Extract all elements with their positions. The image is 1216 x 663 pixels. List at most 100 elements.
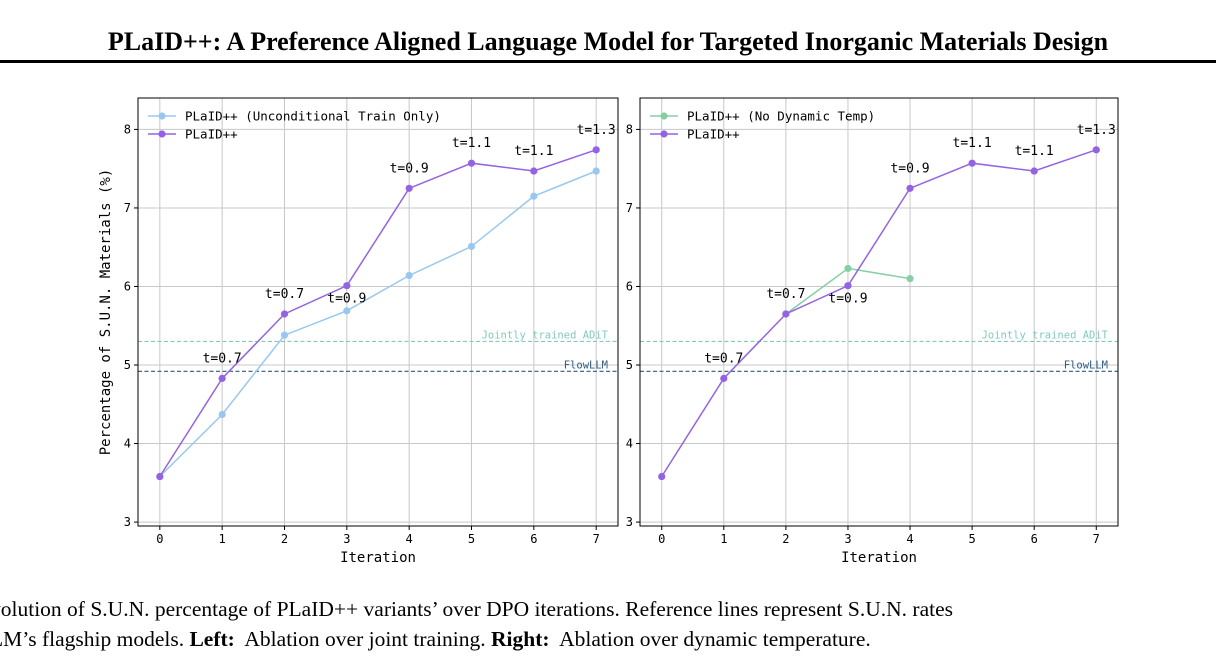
left-data-point: [156, 472, 164, 481]
right-legend-label-purple: PLaID++: [687, 127, 740, 142]
right-legend-marker-green: [660, 112, 668, 120]
left-data-point: [530, 192, 538, 200]
left-reference-label-flowllm: FlowLLM: [564, 359, 608, 371]
right-x-tick-label: 4: [906, 532, 913, 546]
right-legend-label-green: PLaID++ (No Dynamic Temp): [687, 109, 875, 124]
right-data-point: [782, 310, 790, 318]
header-rule: [0, 60, 1216, 63]
right-x-axis-label: Iteration: [841, 550, 917, 566]
right-x-tick-label: 3: [844, 532, 851, 546]
caption-line-1: volution of S.U.N. percentage of PLaID++…: [0, 594, 1216, 624]
left-data-point: [218, 410, 226, 419]
left-legend-label-purple: PLaID++: [185, 127, 238, 142]
left-y-tick-label: 6: [124, 279, 131, 293]
left-legend-marker-purple: [158, 130, 166, 138]
figure-caption: volution of S.U.N. percentage of PLaID++…: [0, 594, 1216, 654]
right-data-point: [1030, 167, 1038, 175]
left-legend: PLaID++ (Unconditional Train Only) PLaID+…: [148, 109, 441, 142]
left-y-tick-label: 5: [124, 358, 131, 372]
right-x-tick-label: 1: [720, 532, 727, 546]
left-temperature-annotation: t=1.1: [452, 136, 491, 151]
right-x-tick-label: 0: [658, 532, 665, 546]
left-y-tick-label: 4: [124, 437, 131, 451]
right-data-point: [968, 159, 976, 167]
right-data-point: [906, 275, 914, 283]
left-data-point: [280, 331, 289, 339]
left-reference-label-adit: Jointly trained ADiT: [482, 329, 609, 341]
right-x-tick-label: 2: [782, 532, 789, 546]
left-data-point: [530, 167, 538, 175]
right-reference-label-flowllm: FlowLLM: [1064, 359, 1108, 371]
left-y-axis-label: Percentage of S.U.N. Materials (%): [98, 169, 114, 456]
right-y-tick-label: 3: [626, 515, 633, 529]
left-legend-marker-lightblue: [158, 112, 166, 120]
caption-line-2: LM’s flagship models. Left: Ablation ove…: [0, 624, 1216, 654]
right-temperature-annotation: t=0.9: [890, 161, 929, 176]
right-data-point: [906, 184, 914, 192]
left-chart-panel: Jointly trained ADiT FlowLLM t=0.7 t=0.7 t=0…: [98, 97, 619, 566]
right-y-tick-label: 6: [626, 279, 633, 293]
right-x-tick-label: 6: [1031, 532, 1038, 546]
right-temperature-annotation: t=0.7: [704, 351, 743, 366]
left-x-tick-label: 7: [593, 532, 600, 546]
left-temperature-annotation: t=1.3: [577, 123, 616, 138]
right-temperature-annotation: t=0.7: [766, 287, 805, 302]
left-y-tick-label: 8: [124, 122, 131, 136]
left-series-line-lightblue: [159, 170, 597, 478]
right-data-point: [720, 374, 728, 382]
right-series-line-purple: [661, 149, 1097, 477]
caption-left-label: Left:: [189, 627, 235, 651]
caption-line-1-text: volution of S.U.N. percentage of PLaID++…: [0, 597, 953, 621]
right-y-tick-label: 4: [626, 437, 633, 451]
left-temperature-annotation: t=0.9: [327, 292, 366, 307]
right-x-tick-label: 7: [1093, 532, 1100, 546]
left-temperature-annotation: t=0.7: [265, 287, 304, 302]
left-x-tick-label: 1: [219, 532, 226, 546]
left-data-point: [467, 242, 476, 251]
right-plot-frame: [639, 97, 1119, 527]
left-data-point: [405, 271, 413, 280]
right-chart-panel: Jointly trained ADiT FlowLLM t=0.7 t=0.7 t=0…: [626, 97, 1119, 566]
right-x-tick-label: 5: [968, 532, 975, 546]
caption-left-text: Ablation over joint training.: [234, 627, 492, 651]
left-plot-frame: [137, 97, 619, 527]
left-data-point: [343, 307, 351, 315]
right-data-point: [658, 472, 666, 481]
right-temperature-annotation: t=1.3: [1077, 123, 1116, 138]
left-x-tick-label: 4: [406, 532, 413, 546]
right-y-tick-label: 8: [626, 122, 633, 136]
left-x-tick-label: 5: [468, 532, 475, 546]
left-y-tick-label: 3: [124, 515, 131, 529]
left-x-tick-label: 3: [343, 532, 350, 546]
right-reference-label-adit: Jointly trained ADiT: [982, 329, 1109, 341]
right-temperature-annotation: t=0.9: [828, 292, 867, 307]
right-y-tick-label: 5: [626, 358, 633, 372]
right-legend: PLaID++ (No Dynamic Temp) PLaID++: [650, 109, 875, 142]
right-legend-marker-purple: [660, 130, 668, 138]
left-temperature-annotation: t=0.9: [390, 161, 429, 176]
caption-line-2-start: LM’s flagship models.: [0, 627, 190, 651]
figure-charts: Jointly trained ADiT FlowLLM t=0.7 t=0.7 t=0…: [98, 97, 1119, 566]
left-x-axis-label: Iteration: [340, 550, 416, 566]
left-data-point: [467, 159, 476, 167]
left-x-tick-label: 0: [156, 532, 163, 546]
left-x-tick-label: 2: [281, 532, 288, 546]
paper-header-title: PLaID++: A Preference Aligned Language M…: [107, 27, 1109, 56]
caption-right-label: Right:: [491, 627, 550, 651]
caption-right-text: Ablation over dynamic temperature.: [549, 627, 871, 651]
right-data-point: [1092, 146, 1100, 154]
right-data-point: [844, 264, 852, 273]
left-data-point: [592, 167, 600, 175]
right-temperature-annotation: t=1.1: [953, 136, 992, 151]
right-temperature-annotation: t=1.1: [1015, 144, 1054, 159]
left-data-point: [343, 282, 351, 290]
left-series-line-purple: [159, 149, 597, 477]
left-data-point: [405, 184, 413, 192]
right-data-point: [844, 282, 852, 290]
left-x-tick-label: 6: [530, 532, 537, 546]
left-temperature-annotation: t=1.1: [514, 144, 553, 159]
left-data-point: [280, 310, 289, 318]
left-y-tick-label: 7: [124, 201, 131, 215]
left-data-point: [218, 374, 226, 382]
right-y-tick-label: 7: [626, 201, 633, 215]
